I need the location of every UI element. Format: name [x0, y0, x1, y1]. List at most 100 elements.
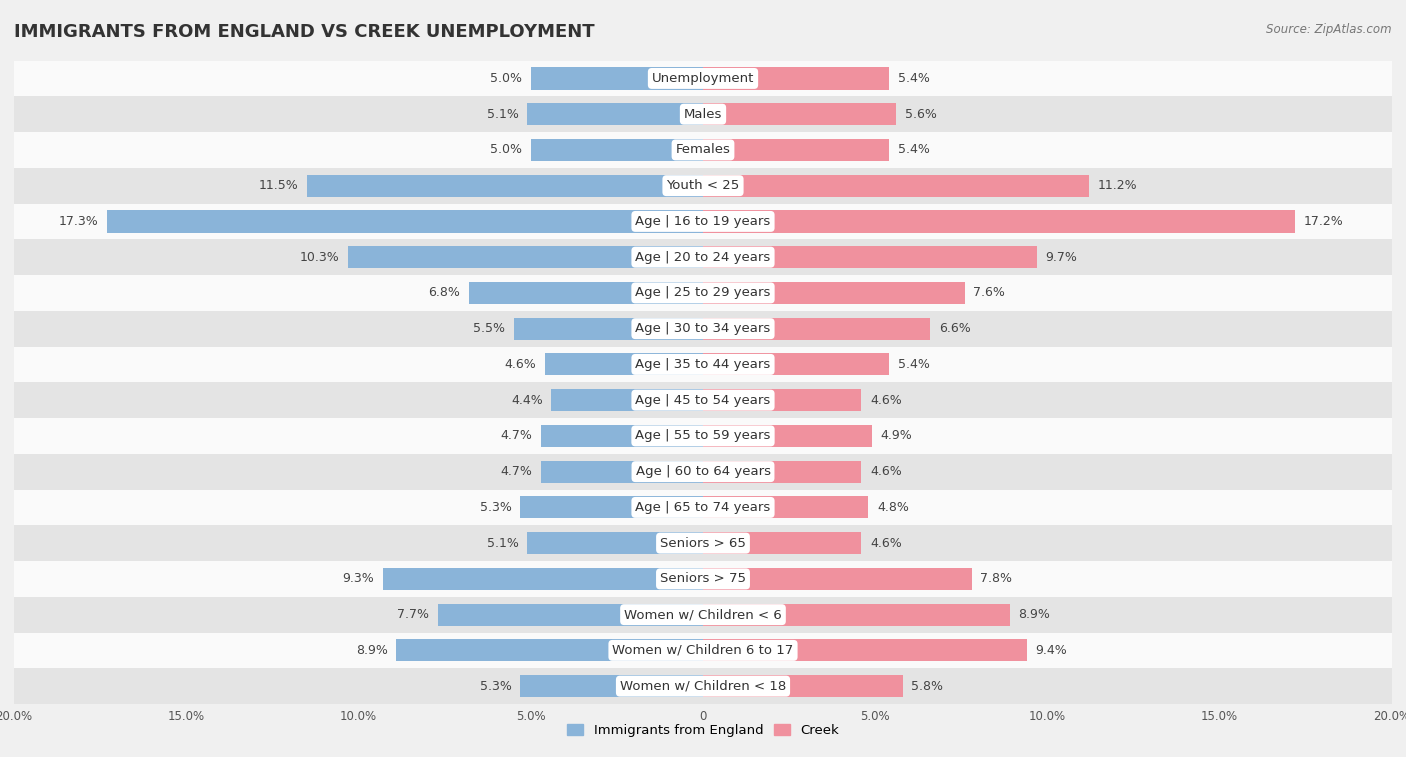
Text: 6.8%: 6.8%	[429, 286, 460, 300]
Text: 5.4%: 5.4%	[897, 143, 929, 157]
Bar	[531, 67, 703, 89]
Text: Age | 60 to 64 years: Age | 60 to 64 years	[636, 465, 770, 478]
Text: 5.6%: 5.6%	[904, 107, 936, 120]
Text: 5.4%: 5.4%	[897, 72, 929, 85]
Bar	[107, 210, 703, 232]
Bar	[703, 318, 931, 340]
Text: 4.6%: 4.6%	[505, 358, 536, 371]
Bar	[703, 389, 862, 411]
Text: Seniors > 65: Seniors > 65	[659, 537, 747, 550]
Text: Age | 65 to 74 years: Age | 65 to 74 years	[636, 501, 770, 514]
Text: 5.5%: 5.5%	[472, 322, 505, 335]
Text: 17.2%: 17.2%	[1305, 215, 1344, 228]
Text: Age | 55 to 59 years: Age | 55 to 59 years	[636, 429, 770, 442]
Text: Seniors > 75: Seniors > 75	[659, 572, 747, 585]
Text: Age | 20 to 24 years: Age | 20 to 24 years	[636, 251, 770, 263]
Text: 4.4%: 4.4%	[510, 394, 543, 407]
Bar	[703, 139, 889, 161]
Bar	[551, 389, 703, 411]
Bar	[14, 311, 1392, 347]
Text: 6.6%: 6.6%	[939, 322, 970, 335]
Bar	[14, 61, 1392, 96]
Bar	[703, 103, 896, 125]
Bar	[14, 132, 1392, 168]
Bar	[513, 318, 703, 340]
Legend: Immigrants from England, Creek: Immigrants from England, Creek	[562, 719, 844, 743]
Bar	[703, 497, 869, 519]
Text: 4.9%: 4.9%	[880, 429, 912, 442]
Text: Age | 35 to 44 years: Age | 35 to 44 years	[636, 358, 770, 371]
Bar	[14, 490, 1392, 525]
Text: 5.3%: 5.3%	[479, 680, 512, 693]
Text: 4.6%: 4.6%	[870, 465, 901, 478]
Bar	[703, 246, 1038, 268]
Bar	[703, 675, 903, 697]
Text: 5.3%: 5.3%	[479, 501, 512, 514]
Text: 8.9%: 8.9%	[1018, 608, 1050, 621]
Bar	[703, 210, 1295, 232]
Bar	[703, 603, 1010, 626]
Text: 5.1%: 5.1%	[486, 107, 519, 120]
Bar	[703, 175, 1088, 197]
Bar	[541, 460, 703, 483]
Bar	[14, 453, 1392, 490]
Bar	[349, 246, 703, 268]
Text: 5.8%: 5.8%	[911, 680, 943, 693]
Text: Age | 16 to 19 years: Age | 16 to 19 years	[636, 215, 770, 228]
Bar	[703, 532, 862, 554]
Text: 5.4%: 5.4%	[897, 358, 929, 371]
Bar	[14, 668, 1392, 704]
Bar	[14, 561, 1392, 597]
Text: 8.9%: 8.9%	[356, 644, 388, 657]
Bar	[14, 597, 1392, 633]
Bar	[703, 568, 972, 590]
Text: 11.5%: 11.5%	[259, 179, 298, 192]
Text: Youth < 25: Youth < 25	[666, 179, 740, 192]
Text: Women w/ Children < 6: Women w/ Children < 6	[624, 608, 782, 621]
Text: 4.8%: 4.8%	[877, 501, 908, 514]
Text: Women w/ Children 6 to 17: Women w/ Children 6 to 17	[613, 644, 793, 657]
Text: 5.0%: 5.0%	[491, 72, 522, 85]
Text: 9.7%: 9.7%	[1046, 251, 1077, 263]
Text: 9.4%: 9.4%	[1035, 644, 1067, 657]
Bar	[541, 425, 703, 447]
Bar	[307, 175, 703, 197]
Bar	[527, 532, 703, 554]
Bar	[468, 282, 703, 304]
Bar	[703, 640, 1026, 662]
Text: Age | 30 to 34 years: Age | 30 to 34 years	[636, 322, 770, 335]
Text: 4.6%: 4.6%	[870, 537, 901, 550]
Bar	[703, 354, 889, 375]
Text: 4.6%: 4.6%	[870, 394, 901, 407]
Text: Males: Males	[683, 107, 723, 120]
Bar	[520, 497, 703, 519]
Text: 10.3%: 10.3%	[299, 251, 340, 263]
Bar	[14, 168, 1392, 204]
Text: Age | 45 to 54 years: Age | 45 to 54 years	[636, 394, 770, 407]
Text: 9.3%: 9.3%	[342, 572, 374, 585]
Bar	[14, 382, 1392, 418]
Bar	[531, 139, 703, 161]
Bar	[14, 275, 1392, 311]
Bar	[520, 675, 703, 697]
Text: Women w/ Children < 18: Women w/ Children < 18	[620, 680, 786, 693]
Bar	[14, 418, 1392, 453]
Text: 7.6%: 7.6%	[973, 286, 1005, 300]
Text: 7.8%: 7.8%	[980, 572, 1012, 585]
Text: 5.0%: 5.0%	[491, 143, 522, 157]
Bar	[703, 425, 872, 447]
Bar	[14, 96, 1392, 132]
Bar	[14, 347, 1392, 382]
Bar	[14, 239, 1392, 275]
Bar	[14, 525, 1392, 561]
Text: 5.1%: 5.1%	[486, 537, 519, 550]
Text: Females: Females	[675, 143, 731, 157]
Text: Age | 25 to 29 years: Age | 25 to 29 years	[636, 286, 770, 300]
Bar	[544, 354, 703, 375]
Bar	[703, 460, 862, 483]
Bar	[703, 282, 965, 304]
Text: 11.2%: 11.2%	[1098, 179, 1137, 192]
Text: Unemployment: Unemployment	[652, 72, 754, 85]
Bar	[527, 103, 703, 125]
Text: 17.3%: 17.3%	[59, 215, 98, 228]
